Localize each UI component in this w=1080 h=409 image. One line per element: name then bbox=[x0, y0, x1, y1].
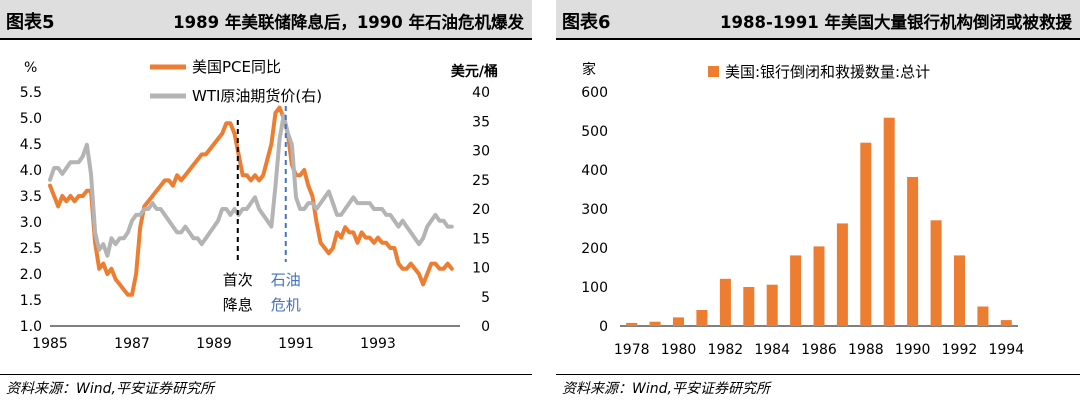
y-right-tick-label: 25 bbox=[472, 173, 490, 189]
annotation-text: 降息 bbox=[223, 296, 253, 314]
x-tick-label: 1984 bbox=[754, 342, 790, 358]
left-source-divider bbox=[0, 374, 532, 375]
x-tick-label: 1991 bbox=[278, 336, 314, 352]
y-tick-label: 600 bbox=[581, 85, 608, 101]
y-right-unit: 美元/桶 bbox=[451, 63, 498, 80]
x-tick-label: 1994 bbox=[988, 342, 1024, 358]
bar bbox=[649, 321, 661, 326]
annotation-text: 危机 bbox=[271, 296, 301, 314]
y-tick-label: 400 bbox=[581, 163, 608, 179]
right-panel: 图表6 1988-1991 年美国大量银行机构倒闭或被救援 0 100 200 300… bbox=[556, 0, 1080, 409]
y-tick-label: 300 bbox=[581, 202, 608, 218]
y-right-tick-label: 5 bbox=[481, 290, 490, 306]
x-tick-label: 1980 bbox=[661, 342, 697, 358]
left-panel: 图表5 1989 年美联储降息后，1990 年石油危机爆发 1.0 1.5 2.0 2… bbox=[0, 0, 532, 409]
legend-swatch bbox=[708, 66, 719, 77]
y-right-tick-label: 10 bbox=[472, 261, 490, 277]
y-left-tick-label: 5.5 bbox=[20, 85, 42, 101]
x-tick-label: 1990 bbox=[895, 342, 931, 358]
annotation-text: 首次 bbox=[223, 271, 253, 289]
bar bbox=[836, 223, 848, 326]
y-unit: 家 bbox=[582, 61, 596, 78]
pce-series-line bbox=[48, 105, 454, 297]
y-right-tick-label: 15 bbox=[472, 231, 490, 247]
x-tick-label: 1985 bbox=[32, 336, 68, 352]
bar bbox=[626, 322, 638, 326]
x-tick-label: 1992 bbox=[942, 342, 978, 358]
y-left-tick-label: 2.5 bbox=[20, 241, 42, 257]
y-right-tick-label: 40 bbox=[472, 85, 490, 101]
bar bbox=[673, 317, 684, 326]
legend-label: 美国PCE同比 bbox=[192, 58, 281, 76]
x-tick-label: 1986 bbox=[801, 342, 837, 358]
bar bbox=[860, 142, 872, 326]
bar bbox=[696, 310, 708, 326]
bar bbox=[719, 278, 731, 326]
y-tick-label: 0 bbox=[599, 319, 608, 335]
x-tick-label: 1982 bbox=[708, 342, 744, 358]
bar bbox=[1000, 320, 1012, 326]
right-source-text: 资料来源：Wind,平安证券研究所 bbox=[562, 381, 770, 397]
y-left-tick-label: 5.0 bbox=[20, 111, 42, 127]
y-left-tick-label: 4.5 bbox=[20, 137, 42, 153]
right-panel-title: 1988-1991 年美国大量银行机构倒闭或被救援 bbox=[720, 13, 1072, 32]
bar bbox=[977, 306, 989, 326]
annotation-text: 石油 bbox=[271, 271, 301, 289]
legend-label: 美国:银行倒闭和救援数量:总计 bbox=[725, 63, 930, 81]
x-tick-label: 1993 bbox=[360, 336, 396, 352]
left-source-text: 资料来源：Wind,平安证券研究所 bbox=[6, 381, 214, 397]
x-tick-label: 1987 bbox=[114, 336, 150, 352]
y-left-tick-label: 1.5 bbox=[20, 293, 42, 309]
x-tick-label: 1989 bbox=[196, 336, 232, 352]
y-left-tick-label: 1.0 bbox=[20, 319, 42, 335]
left-panel-title: 1989 年美联储降息后，1990 年石油危机爆发 bbox=[173, 13, 524, 32]
bar bbox=[907, 177, 919, 326]
y-right-tick-label: 20 bbox=[472, 202, 490, 218]
y-left-tick-label: 2.0 bbox=[20, 267, 42, 283]
bar bbox=[790, 255, 802, 326]
wti-series-line bbox=[48, 113, 454, 258]
y-right-tick-label: 35 bbox=[472, 114, 490, 130]
right-source-divider bbox=[556, 374, 1080, 375]
right-panel-label: 图表6 bbox=[562, 12, 611, 33]
y-tick-label: 200 bbox=[581, 241, 608, 257]
bar bbox=[766, 284, 778, 326]
bar bbox=[743, 287, 755, 326]
bar bbox=[930, 220, 942, 326]
y-tick-label: 100 bbox=[581, 280, 608, 296]
x-tick-label: 1988 bbox=[848, 342, 884, 358]
y-right-tick-label: 0 bbox=[481, 319, 490, 335]
y-left-tick-label: 3.0 bbox=[20, 215, 42, 231]
legend-label: WTI原油期货价(右) bbox=[192, 87, 322, 105]
x-tick-label: 1978 bbox=[614, 342, 650, 358]
bar bbox=[813, 246, 825, 326]
y-left-unit: % bbox=[24, 60, 37, 76]
bar bbox=[954, 255, 965, 326]
left-panel-label: 图表5 bbox=[6, 12, 55, 33]
left-chart: 1.0 1.5 2.0 2.5 3.0 3.5 4.0 4.5 5.0 5.5 0 5 10 15 20 25… bbox=[20, 58, 498, 352]
right-chart: 0 100 200 300 400 500 600 1978 1980 1982 1984 1986 1… bbox=[581, 61, 1024, 358]
bar bbox=[883, 117, 895, 326]
left-panel-header: 图表5 1989 年美联储降息后，1990 年石油危机爆发 bbox=[0, 0, 532, 40]
y-right-tick-label: 30 bbox=[472, 144, 490, 160]
y-left-tick-label: 3.5 bbox=[20, 189, 42, 205]
right-panel-header: 图表6 1988-1991 年美国大量银行机构倒闭或被救援 bbox=[556, 0, 1080, 40]
y-tick-label: 500 bbox=[581, 124, 608, 140]
y-left-tick-label: 4.0 bbox=[20, 163, 42, 179]
